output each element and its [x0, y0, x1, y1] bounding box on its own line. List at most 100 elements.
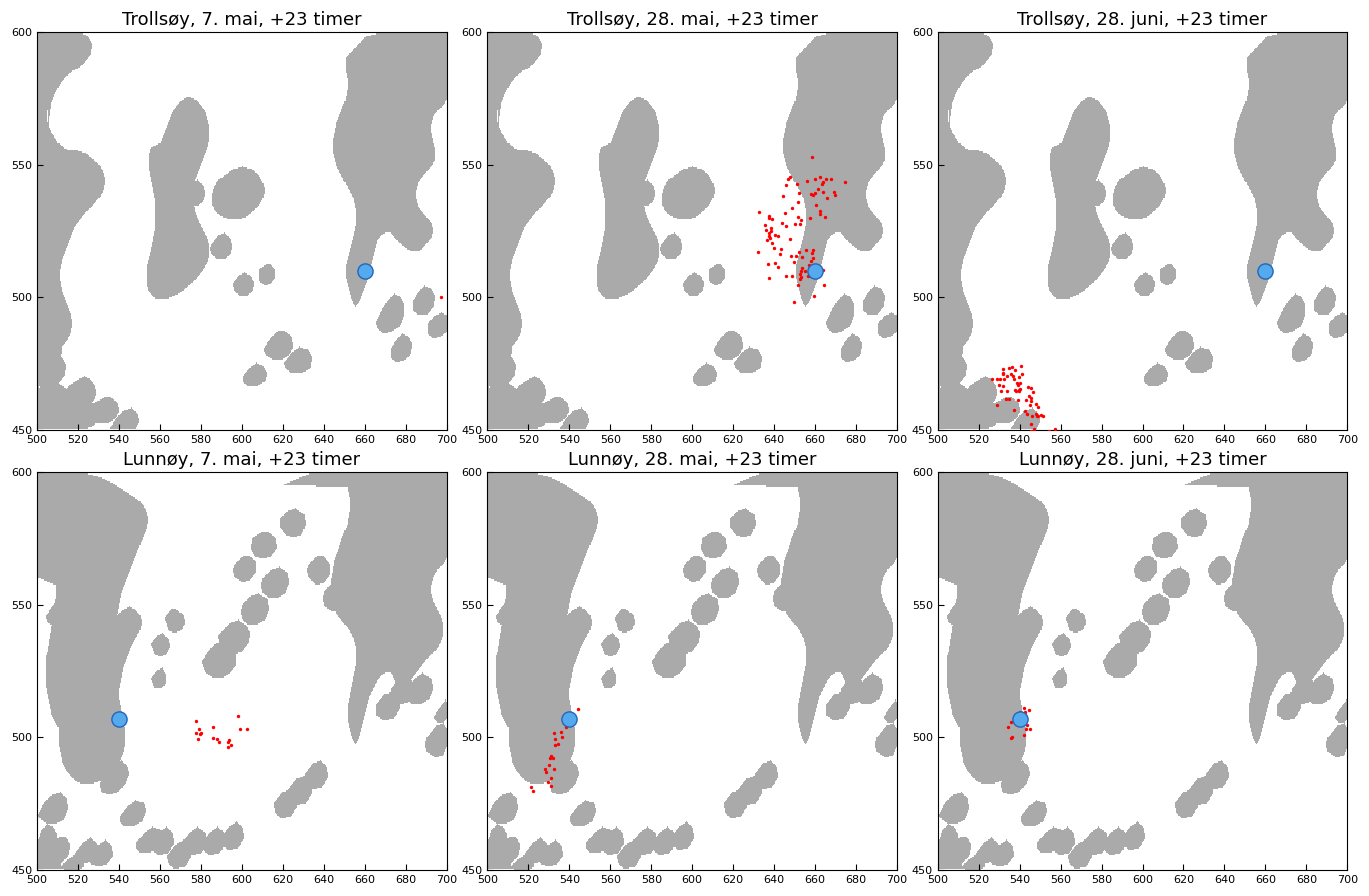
Point [559, 711, 580, 726]
Point [216, 735, 238, 749]
Point [812, 175, 834, 189]
Point [189, 728, 211, 742]
Point [1027, 400, 1049, 414]
Point [185, 714, 207, 728]
Point [554, 719, 576, 734]
Point [991, 362, 1013, 376]
Point [1013, 702, 1035, 716]
Point [809, 206, 831, 220]
Point [986, 372, 1008, 386]
Point [760, 223, 782, 237]
Point [561, 709, 583, 723]
Point [990, 384, 1012, 399]
Point [787, 211, 809, 225]
Point [995, 384, 1017, 399]
Point [797, 174, 819, 188]
Point [757, 211, 779, 226]
Point [797, 269, 819, 283]
Point [430, 290, 452, 305]
Point [545, 737, 567, 752]
Point [809, 203, 831, 218]
Point [812, 185, 834, 200]
Point [801, 246, 823, 261]
Point [779, 231, 801, 246]
Point [990, 372, 1012, 386]
Point [758, 209, 780, 223]
Point [812, 263, 834, 278]
Point [1009, 375, 1031, 390]
Point [784, 217, 806, 231]
Point [1020, 417, 1042, 431]
Point [552, 729, 574, 744]
Point [1031, 408, 1053, 422]
Title: Trollsøy, 28. juni, +23 timer: Trollsøy, 28. juni, +23 timer [1017, 11, 1268, 29]
Point [802, 289, 824, 304]
Point [1003, 711, 1025, 726]
Point [754, 222, 776, 237]
Point [1024, 397, 1046, 411]
Point [556, 709, 578, 723]
Point [1021, 385, 1043, 400]
Point [1014, 404, 1036, 418]
Point [1023, 421, 1045, 435]
Point [761, 220, 783, 235]
Point [1001, 359, 1023, 374]
Point [824, 188, 846, 202]
Point [1020, 381, 1042, 395]
Point [786, 177, 808, 191]
Point [1016, 718, 1038, 732]
Point [1009, 711, 1031, 726]
Point [784, 249, 806, 263]
Point [995, 368, 1017, 383]
Point [768, 228, 790, 243]
Title: Lunnøy, 7. mai, +23 timer: Lunnøy, 7. mai, +23 timer [123, 452, 360, 470]
Point [537, 775, 559, 789]
Point [542, 752, 564, 766]
Point [749, 205, 771, 220]
Point [771, 216, 793, 230]
Point [799, 211, 821, 225]
Point [1002, 372, 1024, 386]
Point [1008, 710, 1029, 724]
Point [808, 182, 830, 196]
Point [1014, 721, 1036, 736]
Point [820, 172, 842, 186]
Point [538, 757, 560, 771]
Point [776, 172, 798, 186]
Point [108, 711, 130, 726]
Point [802, 187, 824, 202]
Point [190, 726, 212, 740]
Point [1010, 358, 1032, 373]
Point [539, 780, 561, 794]
Point [815, 171, 836, 185]
Point [747, 245, 769, 259]
Point [1006, 392, 1028, 407]
Point [1020, 424, 1042, 438]
Point [227, 709, 249, 723]
Point [534, 762, 556, 776]
Point [1009, 382, 1031, 396]
Point [543, 732, 565, 746]
Point [1021, 409, 1043, 423]
Point [1008, 712, 1029, 727]
Point [1009, 709, 1031, 723]
Point [1010, 366, 1032, 381]
Point [805, 198, 827, 212]
Point [1019, 721, 1040, 736]
Point [787, 186, 809, 201]
Point [775, 178, 797, 193]
Point [787, 278, 809, 292]
Point [823, 185, 845, 199]
Point [1019, 399, 1040, 413]
Point [986, 398, 1008, 412]
Point [754, 218, 776, 232]
Point [779, 169, 801, 184]
Point [769, 242, 791, 256]
Point [775, 219, 797, 233]
Point [1014, 392, 1036, 407]
Point [769, 247, 791, 262]
Point [993, 366, 1014, 381]
Point [203, 731, 225, 745]
Point [1014, 705, 1036, 719]
Point [185, 726, 207, 740]
